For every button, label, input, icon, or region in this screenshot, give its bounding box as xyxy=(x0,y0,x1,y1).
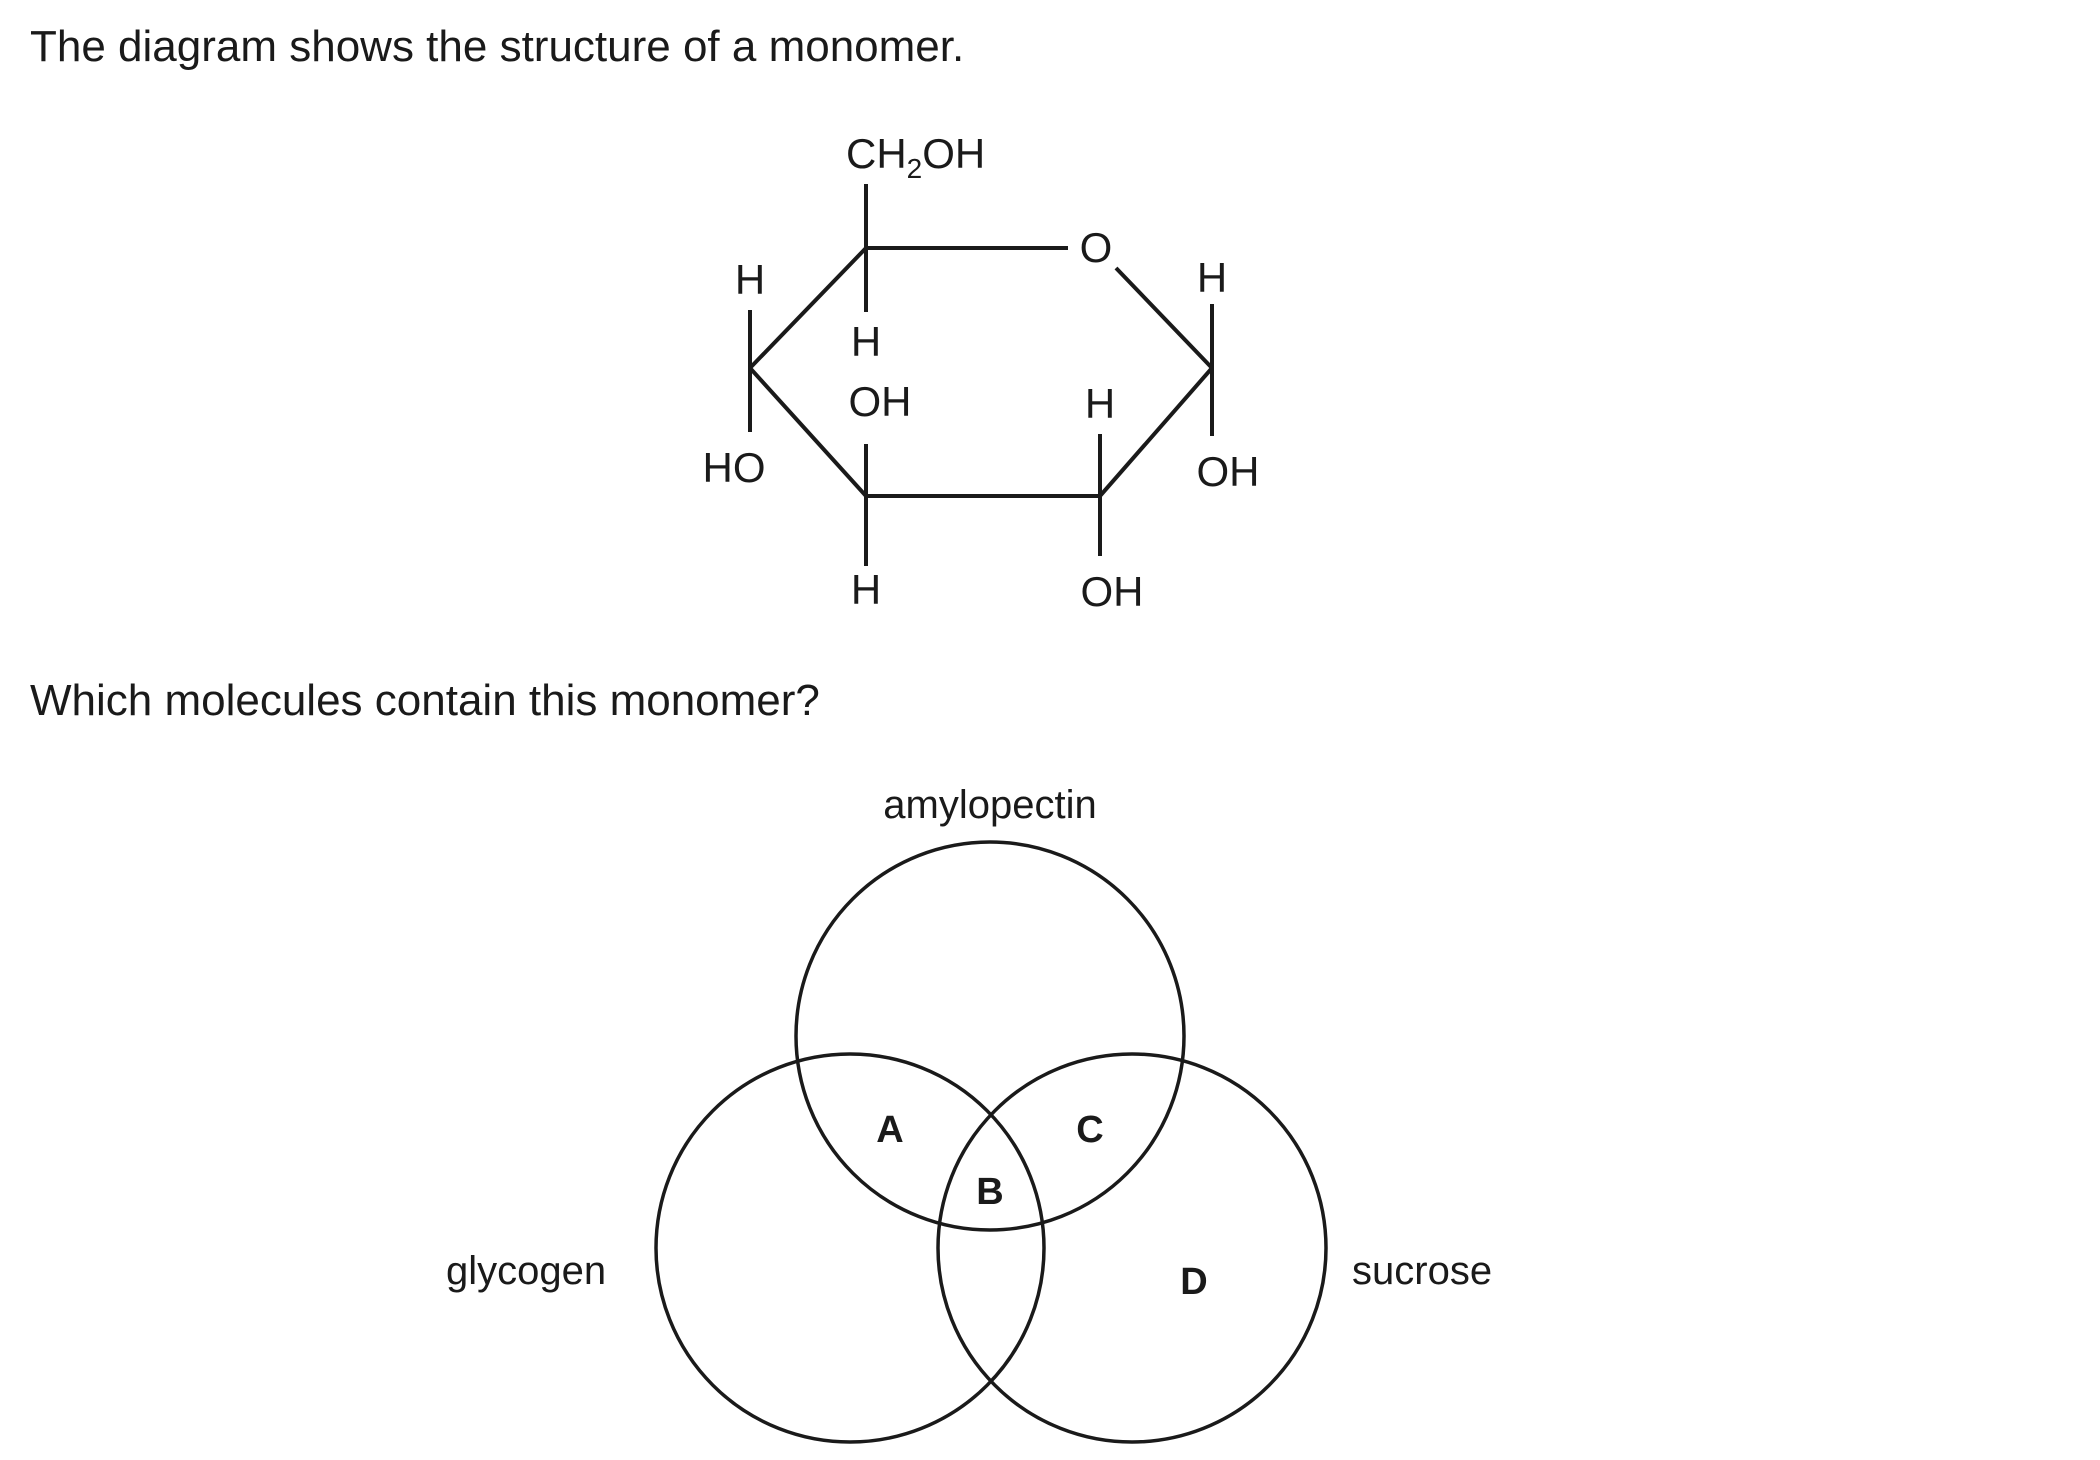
c3-hydrogen-label: H xyxy=(851,566,881,613)
venn-circle-glycogen xyxy=(654,1052,1046,1444)
c4-hydrogen-label: H xyxy=(735,256,765,303)
glucose-ring-bonds xyxy=(748,184,1214,566)
bond-c4-c5 xyxy=(748,246,868,370)
bond-c1-c2 xyxy=(1098,366,1214,498)
venn-label-glycogen: glycogen xyxy=(446,1249,606,1293)
question-prompt: Which molecules contain this monomer? xyxy=(30,676,820,725)
monomer-atom-labels: CH2OH O H H HO OH H H OH H OH xyxy=(703,130,1260,615)
venn-label-amylopectin: amylopectin xyxy=(883,783,1096,827)
venn-diagram: amylopectin glycogen sucrose A B C D xyxy=(446,783,1492,1444)
c2-hydroxyl-label: OH xyxy=(1081,568,1144,615)
c5-hydrogen-label: H xyxy=(851,318,881,365)
bond-o-c1 xyxy=(1114,266,1214,370)
question-intro: The diagram shows the structure of a mon… xyxy=(30,22,965,71)
c4-hydroxyl-label: HO xyxy=(703,444,766,491)
venn-region-a: A xyxy=(876,1109,903,1151)
venn-region-c: C xyxy=(1076,1109,1103,1151)
c3-hydroxyl-label: OH xyxy=(849,378,912,425)
venn-circle-amylopectin xyxy=(794,840,1186,1232)
venn-region-d: D xyxy=(1180,1261,1207,1303)
bond-c3-c4 xyxy=(748,366,868,498)
c1-hydrogen-label: H xyxy=(1197,254,1227,301)
venn-label-sucrose: sucrose xyxy=(1352,1249,1492,1293)
ch2oh-group-label: CH2OH xyxy=(846,130,985,184)
c1-hydroxyl-label: OH xyxy=(1197,448,1260,495)
venn-region-b: B xyxy=(976,1171,1003,1213)
c2-hydrogen-label: H xyxy=(1085,380,1115,427)
venn-circle-sucrose xyxy=(936,1052,1328,1444)
ring-oxygen-label: O xyxy=(1080,224,1113,271)
